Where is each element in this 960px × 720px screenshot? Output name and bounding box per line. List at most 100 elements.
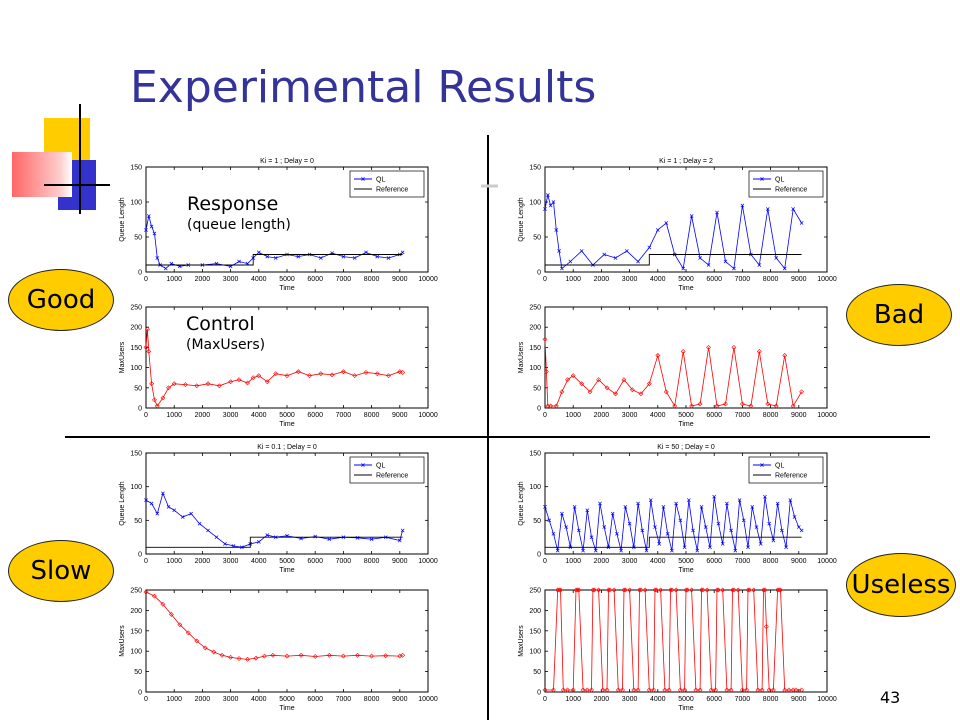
data-point-maxusers — [652, 587, 658, 593]
data-point-maxusers — [386, 373, 391, 379]
series-line-reference — [146, 536, 403, 548]
data-point-maxusers — [160, 395, 166, 401]
x-tick-label: 6000 — [307, 558, 323, 565]
x-tick-label: 0 — [144, 276, 148, 283]
data-point-ql — [729, 528, 733, 533]
data-point-maxusers — [638, 391, 644, 397]
data-point-ql — [706, 263, 711, 267]
data-point-ql — [674, 501, 678, 506]
y-axis-label: MaxUsers — [518, 341, 525, 373]
y-tick-label: 200 — [529, 608, 541, 615]
data-point-ql — [256, 250, 261, 255]
x-tick-label: 8000 — [364, 412, 380, 419]
data-point-maxusers — [731, 344, 737, 350]
data-point-maxusers — [250, 375, 256, 381]
data-point-maxusers — [689, 403, 695, 409]
data-point-maxusers — [560, 687, 566, 693]
data-point-maxusers — [663, 389, 669, 395]
x-tick-label: 3000 — [223, 696, 239, 703]
data-point-ql — [589, 535, 594, 540]
data-point-maxusers — [149, 381, 155, 387]
x-tick-label: 2000 — [594, 696, 610, 703]
x-tick-label: 1000 — [565, 412, 581, 419]
data-point-maxusers — [245, 380, 250, 386]
data-point-maxusers — [606, 587, 611, 593]
x-tick-label: 5000 — [678, 696, 694, 703]
data-point-maxusers — [776, 587, 782, 593]
data-point-maxusers — [677, 687, 683, 693]
legend-marker — [760, 463, 764, 467]
x-tick-label: 4000 — [251, 558, 267, 565]
x-tick-label: 8000 — [763, 558, 779, 565]
data-point-maxusers — [329, 372, 335, 378]
data-point-maxusers — [739, 401, 745, 407]
control-annotation: Control (MaxUsers) — [186, 313, 265, 354]
data-point-ql — [206, 528, 210, 533]
data-point-ql — [644, 548, 649, 553]
x-tick-label: 1000 — [565, 276, 581, 283]
data-point-maxusers — [655, 353, 661, 358]
y-tick-label: 200 — [130, 608, 142, 615]
data-point-ql — [152, 231, 157, 236]
decorative-horizontal-line — [44, 184, 110, 186]
x-tick-label: 9000 — [392, 276, 408, 283]
data-point-ql — [725, 501, 729, 506]
data-point-ql — [627, 521, 632, 526]
bad-label: Bad — [846, 284, 952, 346]
data-point-maxusers — [735, 587, 741, 593]
x-tick-label: 0 — [144, 696, 148, 703]
data-point-ql — [568, 259, 573, 264]
plot-frame — [145, 306, 429, 409]
x-tick-label: 1000 — [166, 696, 182, 703]
decorative-vertical-line — [79, 104, 81, 214]
data-point-maxusers — [596, 587, 602, 593]
data-point-maxusers — [205, 381, 211, 387]
data-point-maxusers — [669, 587, 675, 593]
data-point-maxusers — [194, 383, 200, 389]
data-point-maxusers — [646, 687, 652, 693]
data-point-ql — [716, 521, 721, 526]
data-point-ql — [636, 501, 640, 506]
data-point-ql — [543, 505, 547, 509]
plots-group: 0 1000 2000 3000 4000 5000 6000 7000 8000 9000 100… — [119, 158, 837, 712]
x-tick-label: 10000 — [418, 276, 438, 283]
x-tick-label: 6000 — [706, 412, 722, 419]
data-point-ql — [189, 511, 193, 516]
data-point-maxusers — [228, 654, 234, 660]
data-point-ql — [296, 254, 301, 259]
data-point-maxusers — [565, 377, 570, 383]
x-tick-label: 9000 — [392, 412, 408, 419]
data-point-maxusers — [143, 589, 149, 595]
chart-title: Ki = 50 ; Delay = 0 — [657, 444, 715, 451]
x-tick-label: 8000 — [763, 696, 779, 703]
data-point-maxusers — [171, 381, 177, 387]
data-point-maxusers — [786, 687, 792, 693]
data-point-ql — [647, 245, 652, 250]
data-point-ql — [712, 494, 717, 499]
x-tick-label: 10000 — [418, 558, 438, 565]
data-point-ql — [613, 256, 618, 260]
x-axis-label: Time — [678, 705, 693, 712]
y-tick-label: 0 — [138, 552, 142, 559]
data-point-maxusers — [761, 587, 766, 593]
y-tick-label: 250 — [529, 305, 541, 312]
data-point-ql — [144, 228, 148, 232]
data-point-maxusers — [763, 624, 769, 630]
data-point-maxusers — [651, 687, 656, 693]
useless-label: Useless — [846, 553, 956, 617]
data-point-ql — [754, 525, 759, 529]
data-point-maxusers — [635, 687, 641, 693]
data-point-ql — [723, 259, 728, 264]
data-point-maxusers — [782, 687, 788, 693]
data-point-ql — [598, 501, 602, 506]
data-point-maxusers — [166, 385, 171, 391]
data-point-maxusers — [295, 369, 301, 375]
x-tick-label: 3000 — [622, 696, 638, 703]
data-point-ql — [665, 531, 670, 536]
data-point-maxusers — [355, 652, 360, 658]
legend-label: Reference — [376, 187, 408, 194]
x-tick-label: 7000 — [336, 276, 352, 283]
data-point-ql — [640, 528, 645, 533]
data-point-maxusers — [604, 687, 610, 693]
data-point-maxusers — [152, 593, 157, 599]
